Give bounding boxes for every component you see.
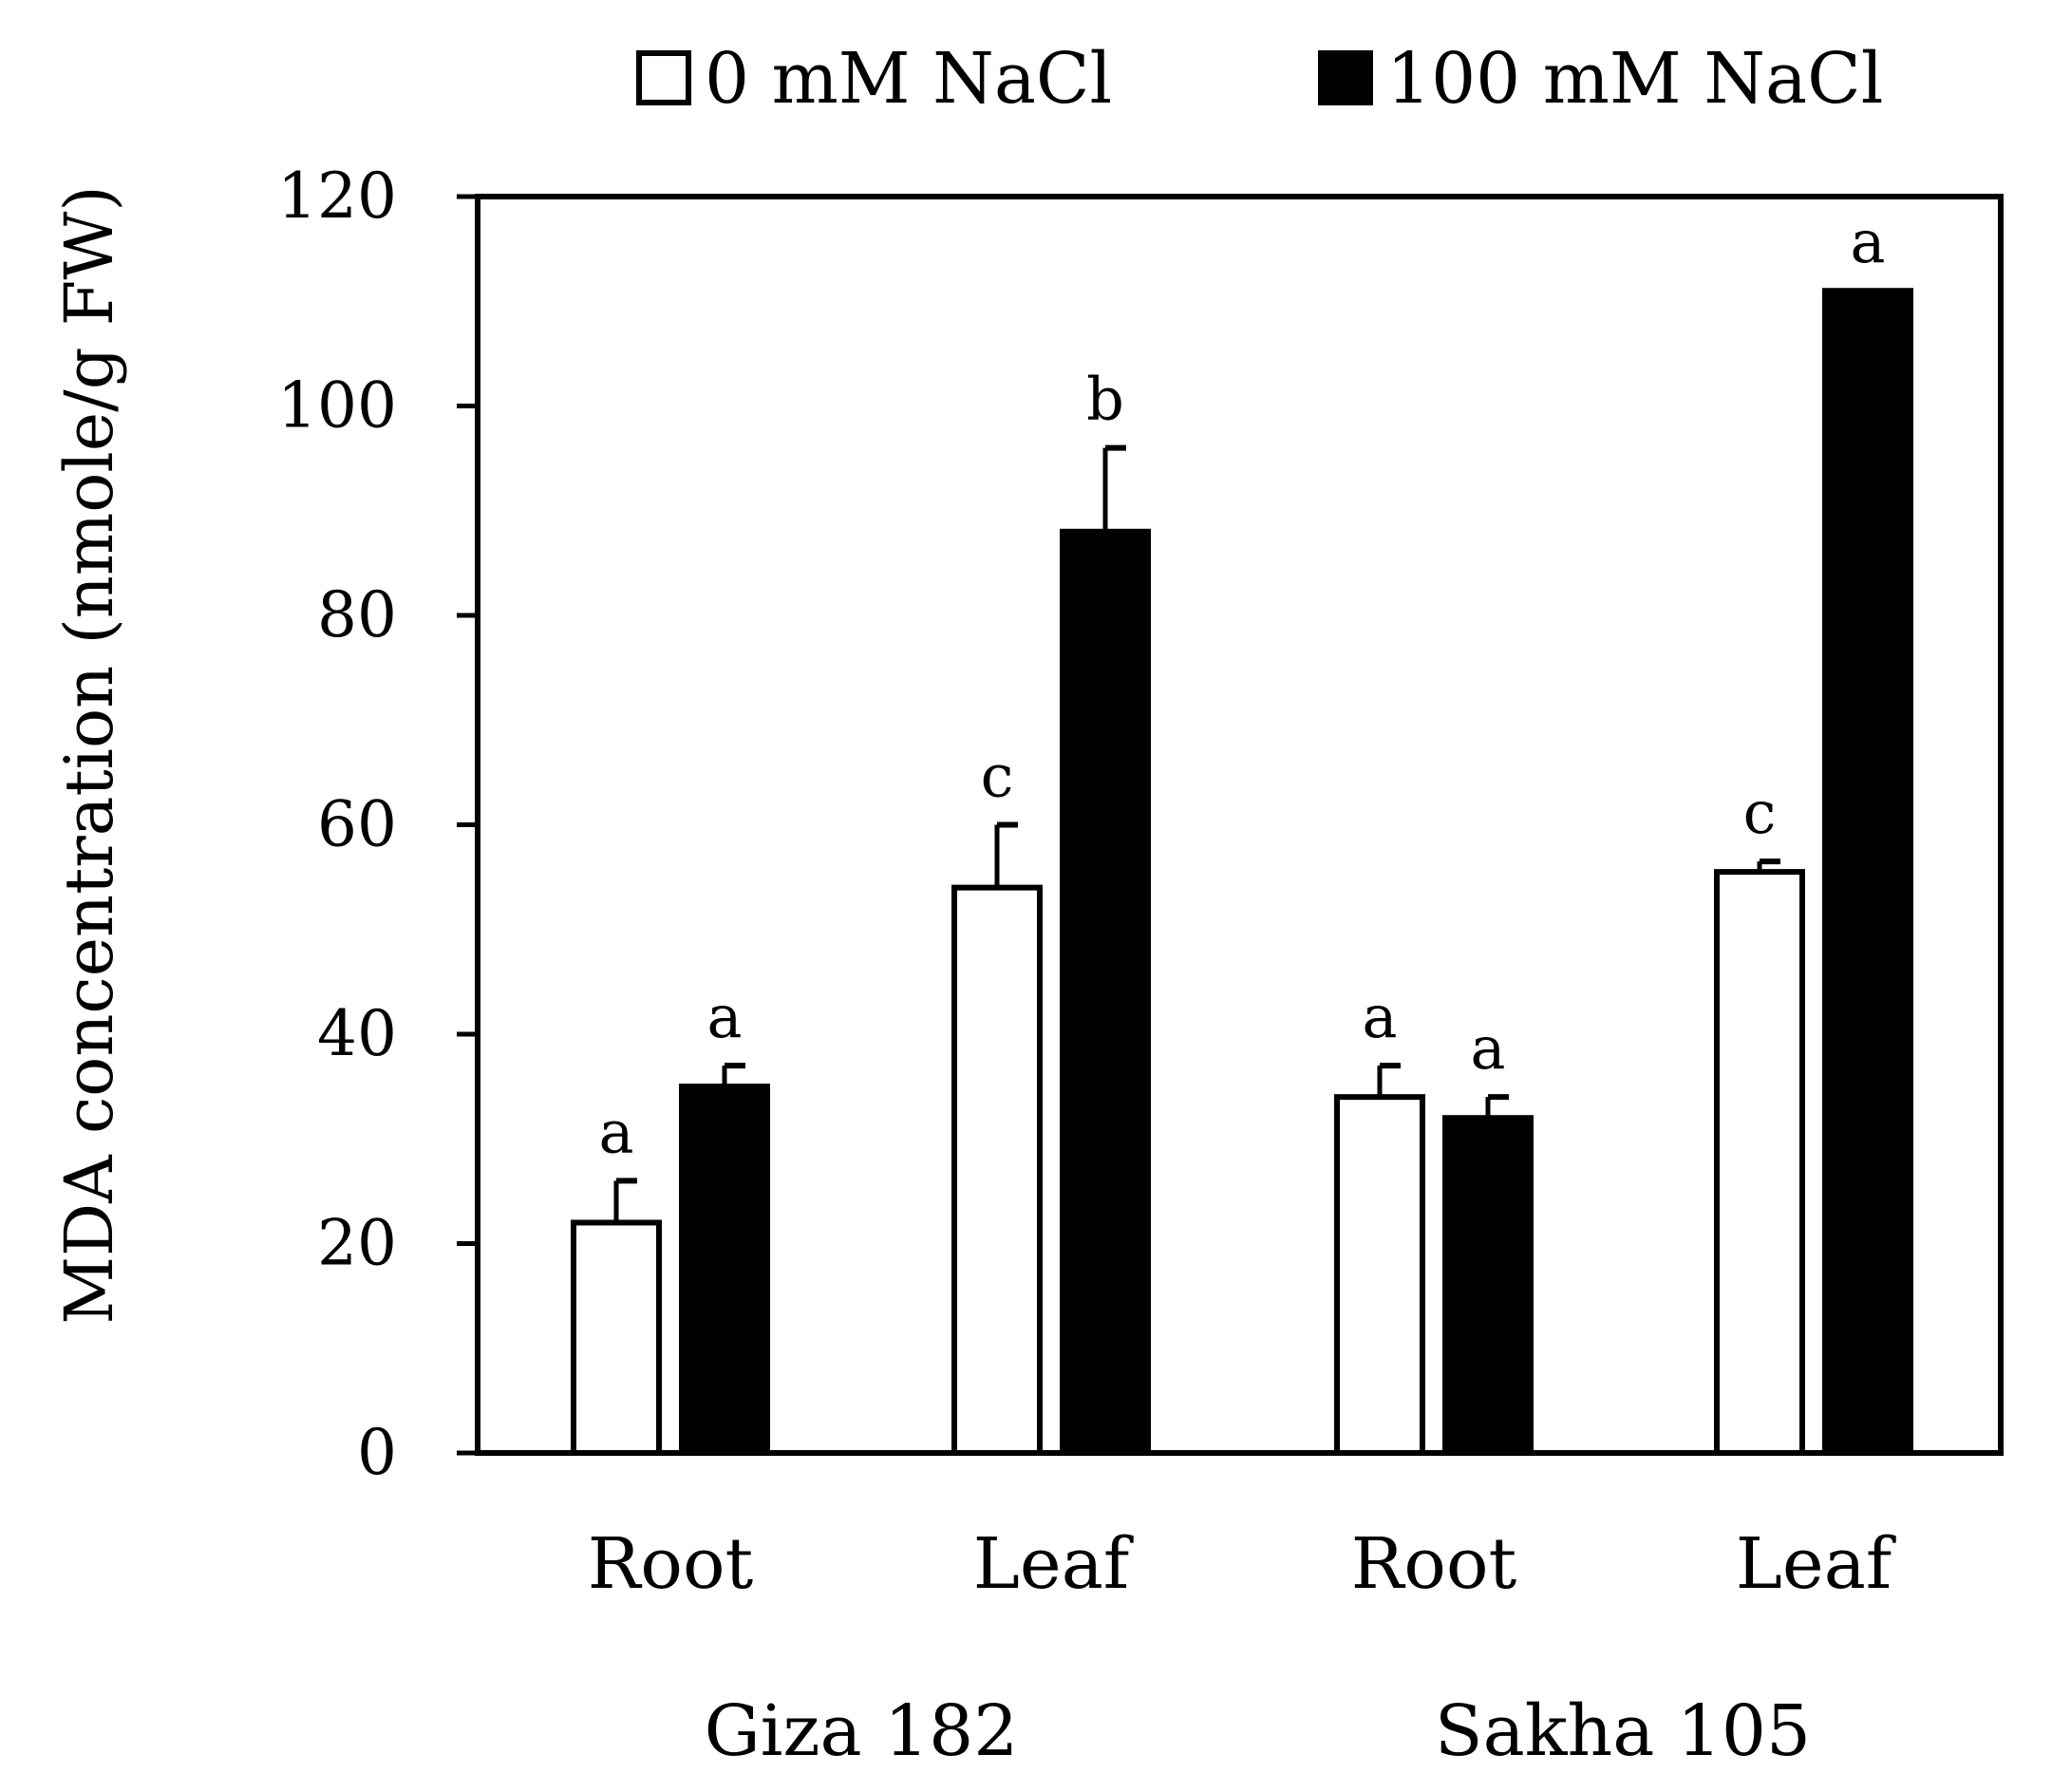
significance-letter: c (981, 742, 1014, 811)
bar-salt-2 (1442, 1115, 1534, 1456)
category-label: Leaf (973, 1523, 1134, 1605)
bar-control-3 (1714, 869, 1805, 1456)
y-tick-label: 100 (277, 369, 397, 443)
error-bars (613, 444, 1780, 1223)
bar-control-2 (1334, 1094, 1425, 1457)
bar-salt-0 (679, 1084, 770, 1456)
category-label: Leaf (1736, 1523, 1896, 1605)
bar-control-1 (951, 884, 1043, 1456)
legend-swatch-salt (1318, 50, 1373, 105)
category-label: Root (588, 1523, 754, 1605)
x-axis-labels: Root Leaf Root Leaf (588, 1523, 1896, 1605)
significance-letter: c (1743, 778, 1777, 847)
y-tick-label: 40 (317, 997, 397, 1070)
significance-letter: b (1086, 365, 1124, 434)
y-tick-label: 80 (317, 578, 397, 651)
y-axis-title: MDA concentration (nmole/g FW) (50, 185, 128, 1324)
y-tick-label: 20 (317, 1207, 397, 1280)
bars (571, 288, 1913, 1457)
significance-letter: a (1851, 207, 1886, 276)
significance-letter: a (707, 982, 743, 1051)
significance-letter: a (599, 1097, 634, 1166)
significance-letter: a (1471, 1013, 1506, 1083)
legend-label: 100 mM NaCl (1386, 38, 1883, 120)
y-axis-ticks: 0 20 40 60 80 100 120 (277, 160, 478, 1489)
significance-letters: a c a c a b a a (599, 207, 1886, 1166)
y-tick-label: 60 (317, 788, 397, 861)
bar-salt-3 (1822, 288, 1913, 1457)
category-label: Root (1351, 1523, 1517, 1605)
bar-control-0 (571, 1219, 662, 1456)
group-labels: Giza 182 Sakha 105 (705, 1690, 1811, 1772)
legend-swatch-control (636, 50, 691, 105)
bar-salt-1 (1060, 528, 1151, 1456)
legend-label: 0 mM NaCl (705, 38, 1112, 120)
y-tick-label: 0 (357, 1416, 397, 1489)
y-tick-label: 120 (277, 160, 397, 233)
plot-frame (475, 194, 2004, 1456)
legend: 0 mM NaCl 100 mM NaCl (636, 38, 1883, 120)
group-label: Giza 182 (705, 1690, 1019, 1772)
significance-letter: a (1363, 982, 1398, 1051)
group-label: Sakha 105 (1435, 1690, 1811, 1772)
